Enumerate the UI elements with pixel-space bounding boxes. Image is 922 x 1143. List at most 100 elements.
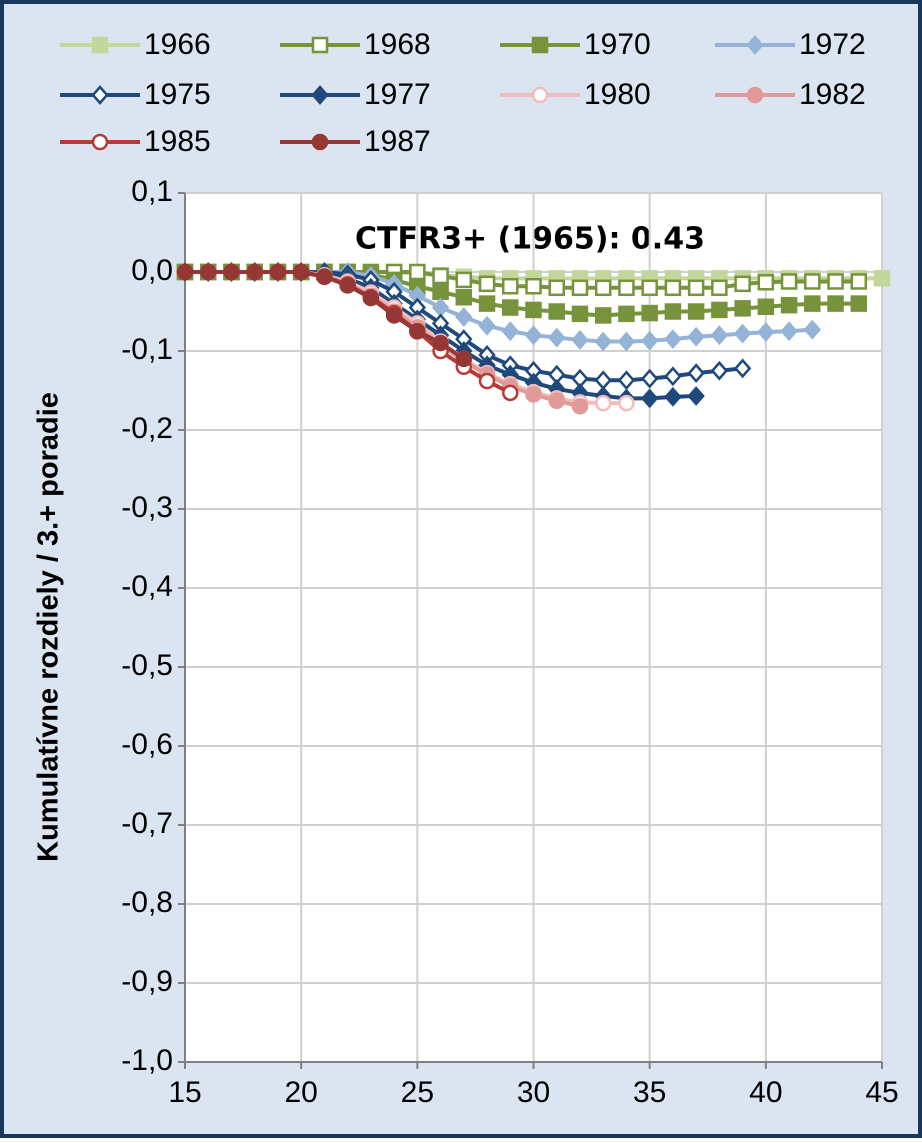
marker xyxy=(432,334,449,352)
marker xyxy=(780,296,798,314)
marker xyxy=(199,263,217,281)
marker xyxy=(409,323,426,340)
legend-label: 1977 xyxy=(364,78,431,111)
marker xyxy=(664,279,682,297)
marker xyxy=(664,366,682,387)
marker xyxy=(524,325,543,346)
marker xyxy=(827,273,844,290)
x-tick-label: 15 xyxy=(168,1076,201,1109)
y-tick-label: -0,7 xyxy=(121,807,173,840)
marker xyxy=(594,307,612,324)
y-tick-label: 0,1 xyxy=(131,175,173,208)
legend-label: 1972 xyxy=(799,28,866,61)
marker xyxy=(478,372,496,390)
x-tick-label: 25 xyxy=(401,1076,434,1109)
marker xyxy=(757,274,775,291)
y-tick-label: -0,9 xyxy=(121,965,173,998)
marker xyxy=(339,277,356,294)
marker xyxy=(571,330,589,350)
marker xyxy=(525,386,542,403)
legend-marker xyxy=(531,36,549,54)
x-tick-label: 40 xyxy=(749,1076,782,1109)
legend-marker xyxy=(91,133,109,151)
y-tick-label: -0,3 xyxy=(121,491,173,524)
marker xyxy=(804,295,821,312)
marker xyxy=(409,263,426,281)
legend-marker xyxy=(91,85,109,105)
marker xyxy=(502,299,519,316)
marker xyxy=(385,307,403,324)
marker xyxy=(455,350,473,368)
marker xyxy=(664,329,682,350)
marker xyxy=(525,301,542,319)
marker xyxy=(641,330,659,351)
legend-marker xyxy=(746,35,764,55)
legend-label: 1985 xyxy=(144,125,211,158)
marker xyxy=(757,322,775,342)
marker xyxy=(223,263,240,281)
marker xyxy=(733,323,752,344)
marker xyxy=(618,305,635,323)
marker xyxy=(617,331,636,352)
marker xyxy=(827,295,844,312)
marker xyxy=(641,368,659,389)
marker xyxy=(502,277,519,295)
marker xyxy=(501,321,519,342)
marker xyxy=(710,360,729,381)
marker xyxy=(362,289,380,307)
marker xyxy=(432,283,449,300)
marker xyxy=(176,263,194,281)
marker xyxy=(711,279,728,297)
marker xyxy=(711,301,728,319)
marker xyxy=(641,279,658,297)
marker xyxy=(478,315,496,336)
legend-label: 1982 xyxy=(799,78,866,111)
marker xyxy=(548,392,565,410)
marker xyxy=(617,370,636,391)
marker xyxy=(594,331,612,352)
legend-marker xyxy=(311,85,329,105)
marker xyxy=(618,279,635,297)
marker xyxy=(850,273,868,290)
marker xyxy=(502,384,519,402)
marker xyxy=(478,295,496,312)
marker xyxy=(618,394,635,412)
marker xyxy=(316,268,333,285)
marker xyxy=(803,319,821,340)
y-tick-label: -0,1 xyxy=(121,333,173,366)
legend-marker xyxy=(91,36,109,54)
y-tick-label: -0,2 xyxy=(121,412,173,445)
marker xyxy=(548,303,565,320)
legend-label: 1966 xyxy=(144,28,211,61)
marker xyxy=(733,358,752,379)
marker xyxy=(804,273,821,290)
y-tick-label: -1,0 xyxy=(121,1044,173,1077)
marker xyxy=(269,263,287,281)
marker xyxy=(734,300,751,317)
marker xyxy=(292,263,310,281)
legend-label: 1968 xyxy=(364,28,431,61)
y-tick-label: -0,6 xyxy=(121,728,173,761)
legend-label: 1975 xyxy=(144,78,211,111)
y-tick-label: 0,0 xyxy=(131,254,173,287)
y-tick-label: -0,5 xyxy=(121,649,173,682)
marker xyxy=(571,279,589,297)
annotation: CTFR3+ (1965): 0.43 xyxy=(355,222,705,257)
marker xyxy=(594,279,612,297)
marker xyxy=(873,270,891,287)
marker xyxy=(641,388,659,409)
legend-label: 1987 xyxy=(364,125,431,158)
marker xyxy=(664,303,682,320)
marker xyxy=(594,394,612,412)
marker xyxy=(710,325,729,346)
marker xyxy=(571,398,589,415)
marker xyxy=(687,386,705,406)
marker xyxy=(548,327,566,348)
marker xyxy=(687,363,705,384)
marker xyxy=(478,275,496,293)
legend-marker xyxy=(531,86,549,104)
legend-label: 1980 xyxy=(584,78,651,111)
marker xyxy=(455,271,473,289)
marker xyxy=(455,307,473,327)
